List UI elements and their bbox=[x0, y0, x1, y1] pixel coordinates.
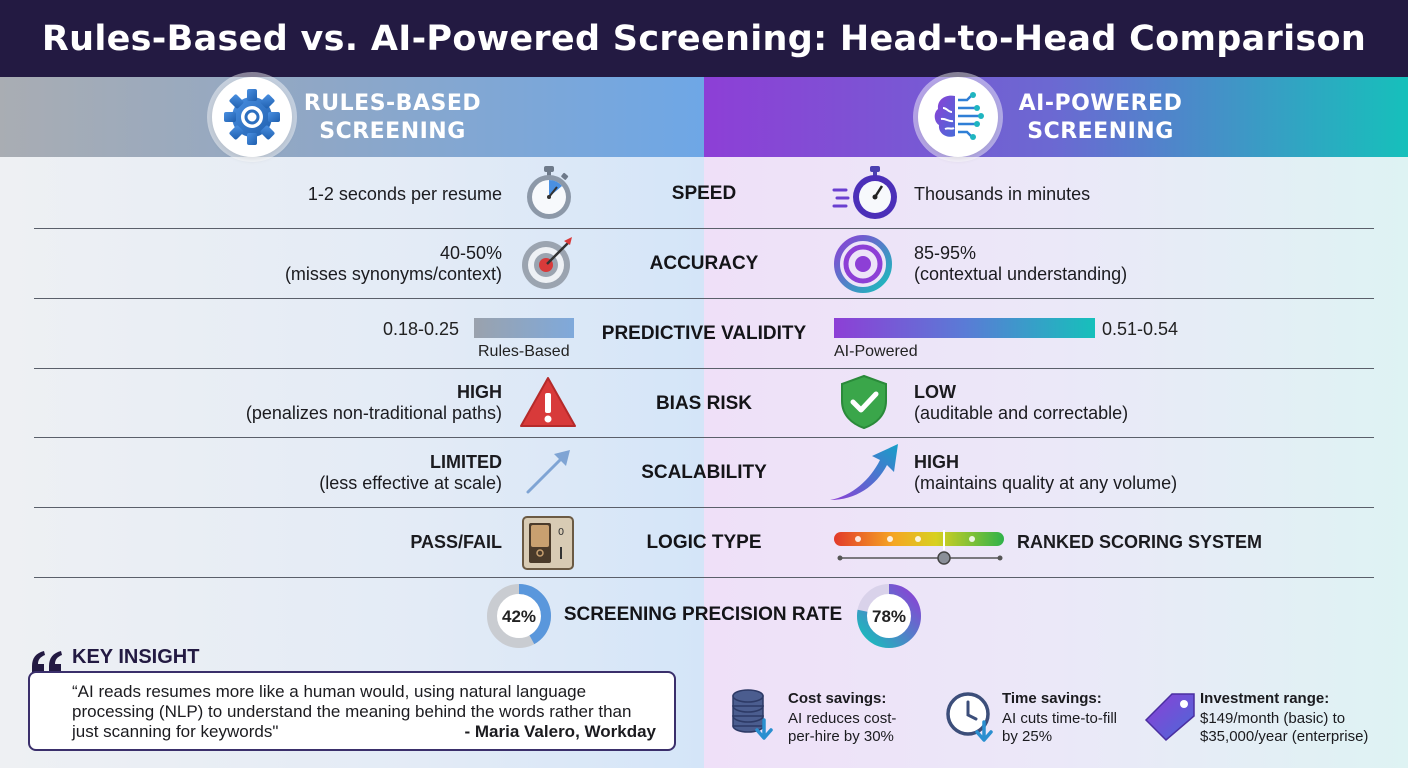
validity-ai-bar-label: AI-Powered bbox=[834, 343, 918, 360]
title-bar: Rules-Based vs. AI-Powered Screening: He… bbox=[0, 0, 1408, 77]
accuracy-rules-value: 40-50% (misses synonyms/context) bbox=[284, 243, 502, 284]
coins-icon bbox=[730, 686, 780, 747]
accuracy-ai-value: 85-95% (contextual understanding) bbox=[914, 243, 1128, 284]
row-divider bbox=[34, 437, 1374, 438]
logic-type-label: LOGIC TYPE bbox=[646, 532, 762, 553]
validity-ai-bar bbox=[834, 318, 1095, 338]
big-arrow-up-icon bbox=[826, 440, 902, 507]
bias-ai-value: LOW (auditable and correctable) bbox=[914, 382, 1129, 423]
rules-precision-value: 42% bbox=[501, 607, 537, 626]
bias-rules-value: HIGH (penalizes non-traditional paths) bbox=[245, 382, 502, 423]
row-divider bbox=[34, 298, 1374, 299]
ai-precision-donut bbox=[857, 584, 921, 648]
page-title: Rules-Based vs. AI-Powered Screening: He… bbox=[41, 18, 1367, 59]
validity-rules-value: 0.18-0.25 bbox=[383, 319, 460, 339]
shield-check-icon bbox=[838, 373, 890, 436]
clock-icon bbox=[944, 688, 998, 749]
time-savings-text: AI cuts time-to-fill by 25% bbox=[1002, 710, 1118, 745]
scalability-ai-value: HIGH (maintains quality at any volume) bbox=[914, 452, 1178, 493]
rules-precision-donut bbox=[487, 584, 551, 648]
cost-savings-title: Cost savings: bbox=[788, 690, 887, 707]
speed-rules-value: 1-2 seconds per resume bbox=[307, 184, 502, 204]
cost-savings-text: AI reduces cost- per-hire by 30% bbox=[788, 710, 897, 745]
key-insight-box bbox=[28, 671, 676, 751]
scalability-rules-value: LIMITED (less effective at scale) bbox=[319, 452, 502, 493]
target-icon bbox=[520, 235, 576, 296]
bias-risk-label: BIAS RISK bbox=[655, 393, 753, 414]
time-savings-title: Time savings: bbox=[1002, 690, 1102, 707]
key-insight-author: - Maria Valero, Workday bbox=[464, 722, 656, 741]
validity-ai-value: 0.51-0.54 bbox=[1102, 319, 1179, 339]
speed-ai-value: Thousands in minutes bbox=[914, 184, 1091, 204]
small-arrow-up-icon bbox=[524, 446, 574, 501]
predictive-validity-label: PREDICTIVE VALIDITY bbox=[601, 323, 807, 344]
key-insight-quote: “AI reads resumes more like a human woul… bbox=[72, 682, 632, 741]
toggle-switch-icon: 0 bbox=[521, 515, 575, 576]
validity-rules-bar-label: Rules-Based bbox=[478, 343, 570, 360]
precision-rate-label: SCREENING PRECISION RATE bbox=[563, 604, 843, 625]
row-divider bbox=[34, 577, 1374, 578]
row-divider bbox=[34, 507, 1374, 508]
gear-icon bbox=[212, 77, 292, 157]
brain-circuit-icon bbox=[918, 77, 998, 157]
validity-rules-bar bbox=[474, 318, 574, 338]
rules-based-header bbox=[0, 77, 704, 157]
scoring-slider-icon bbox=[834, 528, 1006, 573]
rules-based-title: RULES-BASED SCREENING bbox=[303, 91, 482, 144]
row-divider bbox=[34, 368, 1374, 369]
speed-label: SPEED bbox=[671, 183, 737, 204]
ai-powered-column-background bbox=[704, 157, 1408, 768]
price-tag-icon bbox=[1142, 690, 1198, 747]
ai-target-icon bbox=[834, 235, 892, 298]
ai-powered-title: AI-POWERED SCREENING bbox=[1018, 91, 1183, 144]
fast-stopwatch-icon bbox=[832, 164, 898, 227]
warning-icon bbox=[518, 375, 578, 434]
investment-range-text: $149/month (basic) to $35,000/year (ente… bbox=[1200, 710, 1369, 745]
row-divider bbox=[34, 228, 1374, 229]
scalability-label: SCALABILITY bbox=[641, 462, 767, 483]
svg-text:0: 0 bbox=[558, 527, 564, 538]
logic-ai-value: RANKED SCORING SYSTEM bbox=[1017, 532, 1263, 552]
accuracy-label: ACCURACY bbox=[649, 253, 759, 274]
ai-precision-value: 78% bbox=[871, 607, 907, 626]
ai-powered-header bbox=[704, 77, 1408, 157]
rules-based-column-background bbox=[0, 157, 704, 768]
stopwatch-icon bbox=[522, 164, 576, 227]
investment-range-title: Investment range: bbox=[1200, 690, 1330, 707]
logic-rules-value: PASS/FAIL bbox=[410, 532, 502, 552]
key-insight-heading: KEY INSIGHT bbox=[72, 646, 200, 668]
